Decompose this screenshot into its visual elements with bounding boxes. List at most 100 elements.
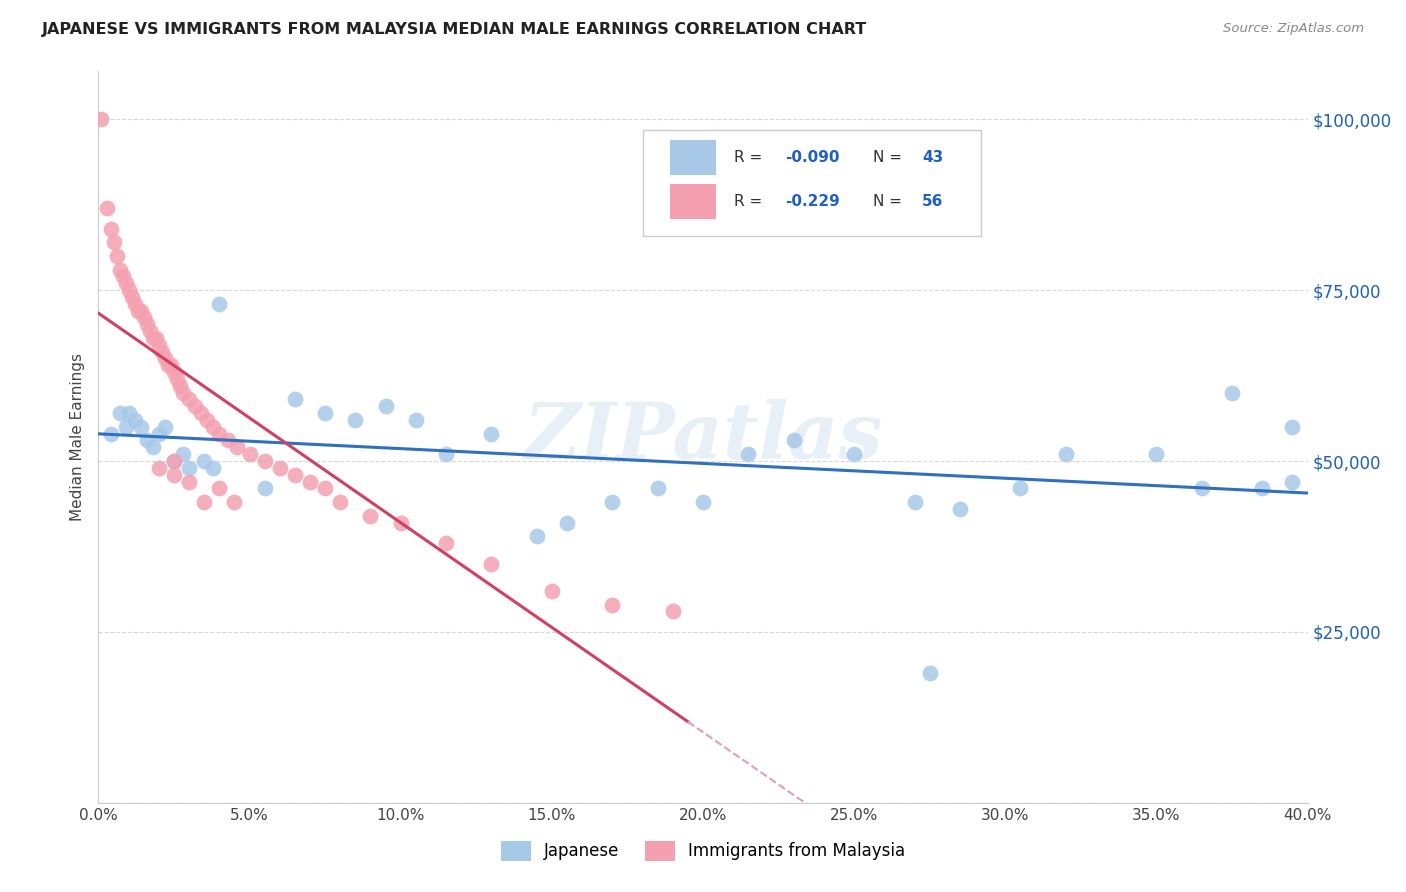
Point [737, 447, 759, 461]
Point [118, 283, 141, 297]
Point [179, 460, 201, 475]
Point [195, 413, 218, 427]
Point [135, 434, 157, 448]
Point [253, 454, 276, 468]
Point [150, 344, 173, 359]
Point [239, 447, 262, 461]
Point [208, 426, 231, 441]
Point [405, 413, 427, 427]
Point [904, 495, 927, 509]
Point [108, 406, 131, 420]
Point [163, 454, 186, 468]
Point [108, 262, 131, 277]
Point [184, 400, 207, 414]
Point [172, 385, 194, 400]
Point [163, 454, 186, 468]
Point [284, 392, 307, 407]
Text: JAPANESE VS IMMIGRANTS FROM MALAYSIA MEDIAN MALE EARNINGS CORRELATION CHART: JAPANESE VS IMMIGRANTS FROM MALAYSIA MED… [42, 22, 868, 37]
Point [135, 318, 157, 332]
Point [172, 447, 194, 461]
Point [918, 665, 941, 680]
Point [148, 426, 170, 441]
Point [153, 351, 176, 366]
Point [374, 400, 396, 414]
Point [1054, 447, 1077, 461]
Point [1191, 481, 1213, 495]
Point [169, 379, 191, 393]
Point [481, 557, 503, 571]
Point [314, 481, 336, 495]
Point [160, 359, 183, 373]
Text: ZIPatlas: ZIPatlas [523, 399, 883, 475]
Point [100, 426, 122, 441]
Point [208, 481, 231, 495]
Text: R =: R = [734, 150, 768, 165]
Point [142, 331, 165, 345]
Point [1220, 385, 1243, 400]
Point [314, 406, 336, 420]
Point [949, 501, 972, 516]
Point [481, 426, 503, 441]
Point [202, 420, 225, 434]
Point [105, 249, 128, 263]
Bar [671, 184, 716, 219]
Text: R =: R = [734, 194, 768, 209]
Point [111, 269, 134, 284]
Point [193, 454, 215, 468]
Point [179, 392, 201, 407]
Point [555, 516, 578, 530]
Point [129, 303, 152, 318]
Text: 43: 43 [922, 150, 943, 165]
Point [226, 440, 249, 454]
Point [156, 359, 179, 373]
Point [1144, 447, 1167, 461]
Point [269, 460, 291, 475]
Point [1010, 481, 1032, 495]
Point [299, 475, 322, 489]
Text: -0.229: -0.229 [785, 194, 839, 209]
FancyBboxPatch shape [643, 130, 981, 235]
Point [153, 420, 176, 434]
Point [96, 201, 118, 215]
Point [118, 406, 141, 420]
Point [139, 324, 162, 338]
Point [389, 516, 412, 530]
Point [217, 434, 239, 448]
Point [661, 604, 683, 618]
Y-axis label: Median Male Earnings: Median Male Earnings [69, 353, 84, 521]
Text: 56: 56 [922, 194, 943, 209]
Text: Source: ZipAtlas.com: Source: ZipAtlas.com [1223, 22, 1364, 36]
Point [90, 112, 112, 127]
Point [145, 331, 167, 345]
Point [329, 495, 352, 509]
Point [124, 413, 146, 427]
Point [163, 467, 186, 482]
Point [540, 583, 562, 598]
Point [114, 420, 136, 434]
Point [148, 460, 170, 475]
Point [602, 598, 624, 612]
Bar [671, 140, 716, 175]
Point [208, 297, 231, 311]
Point [124, 297, 146, 311]
Text: -0.090: -0.090 [785, 150, 839, 165]
Point [224, 495, 246, 509]
Point [647, 481, 669, 495]
Point [783, 434, 806, 448]
Point [253, 481, 276, 495]
Point [360, 508, 382, 523]
Point [602, 495, 624, 509]
Point [103, 235, 125, 250]
Point [844, 447, 866, 461]
Point [284, 467, 307, 482]
Point [121, 290, 143, 304]
Point [202, 460, 225, 475]
Point [163, 365, 186, 379]
Point [692, 495, 714, 509]
Point [526, 529, 548, 543]
Point [434, 447, 457, 461]
Point [179, 475, 201, 489]
Text: N =: N = [873, 150, 907, 165]
Point [127, 303, 149, 318]
Text: N =: N = [873, 194, 907, 209]
